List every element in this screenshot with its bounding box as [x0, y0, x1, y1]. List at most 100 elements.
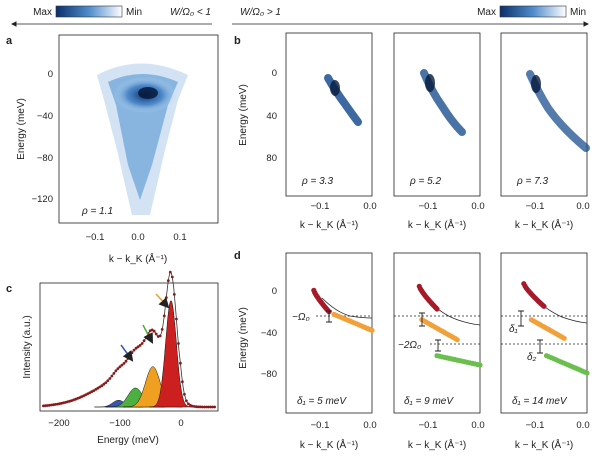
panel-c-data-point	[102, 382, 106, 386]
panel-c-data-point	[144, 335, 148, 339]
panel-c-data-point	[80, 395, 83, 399]
panel-a-annotation: ρ = 1.1	[81, 206, 113, 217]
colorbar-right	[499, 5, 567, 18]
panel-b3-annotation: ρ = 7.3	[516, 176, 548, 187]
panel-c-data-point	[116, 367, 120, 370]
panel-d1-errorbar	[326, 310, 332, 323]
panel-c-data-point	[213, 405, 217, 409]
panel-d-red-point	[434, 306, 440, 312]
panel-a-xtick: −0.1	[86, 232, 105, 243]
panel-c-xlabel: Energy (meV)	[97, 435, 159, 446]
panel-c-data-point	[100, 384, 104, 388]
panel-b1-xtick: −0.1	[311, 201, 330, 212]
panel-c-data-point	[130, 351, 134, 354]
panel-c-data-point	[211, 405, 215, 409]
panel-c-data-point	[108, 377, 112, 380]
colorbar-right-min: Min	[570, 7, 586, 18]
panel-d1-xtick: −0.1	[311, 420, 330, 431]
panel-c-data-point	[118, 365, 122, 369]
panel-d3-xtick: 0.0	[576, 420, 589, 431]
panel-d1-xtick: 0.0	[363, 420, 376, 431]
panel-a-ytick: −40	[37, 111, 53, 122]
panel-c-data-point	[162, 314, 166, 318]
panel-c-data-point	[66, 400, 69, 404]
panel-c-data-point	[98, 385, 102, 389]
panel-d1-omega-label: −Ω₀	[292, 312, 310, 323]
panel-d1-fit	[321, 297, 373, 319]
panel-d3-annotation: δ₁ = 14 meV	[512, 396, 568, 407]
panel-c-ylabel: Intensity (a.u.)	[22, 315, 33, 378]
panel-c-xtick: 0	[178, 418, 183, 429]
panel-b3-xtick: 0.0	[576, 201, 589, 212]
panel-b-ytick: 0	[272, 68, 277, 79]
panel-d-ytick: −80	[261, 369, 277, 380]
panel-a-intensity	[97, 63, 188, 215]
panel-d-orange-point	[369, 327, 375, 333]
panel-b3: ρ = 7.3 −0.1 0.0 k − k_K (Å⁻¹)	[500, 32, 590, 231]
panel-d1: −Ω₀ δ₁ = 5 meV −0.1 0.0 k − k_K (Å⁻¹)	[285, 252, 377, 451]
panel-c-data-point	[138, 344, 142, 347]
panel-c-data-point	[164, 296, 168, 299]
panel-d2-xtick: 0.0	[471, 420, 484, 431]
panel-d-green-point	[584, 370, 590, 376]
panel-c-data-point	[181, 380, 184, 384]
panel-d1-xlabel: k − k_K (Å⁻¹)	[300, 438, 358, 451]
panel-c-data-point	[166, 279, 170, 282]
colorbar-left-max: Max	[33, 7, 52, 18]
panel-b3-xlabel: k − k_K (Å⁻¹)	[515, 218, 573, 231]
panel-d-red-point	[541, 303, 547, 309]
panel-b2-xlabel: k − k_K (Å⁻¹)	[408, 218, 466, 231]
panel-c-data-point	[154, 332, 158, 336]
panel-d2-points	[416, 283, 483, 368]
panel-c-data-point	[92, 389, 96, 392]
panel-d-ytick: −40	[261, 328, 277, 339]
panel-c-data-point	[126, 357, 130, 360]
panel-d1-annotation: δ₁ = 5 meV	[297, 396, 347, 407]
panel-c-data-point	[104, 381, 108, 384]
colorbar-right-max: Max	[477, 7, 496, 18]
panel-d3-points	[521, 281, 590, 376]
panel-c-data-point	[136, 345, 140, 349]
panel-d3: δ₁ δ₂ δ₁ = 14 meV −0.1 0.0 k − k_K (Å⁻¹)	[500, 252, 590, 451]
panel-b2-xtick: −0.1	[419, 201, 438, 212]
panel-c-xtick: −100	[109, 418, 130, 429]
panel-d-orange-point	[561, 335, 567, 341]
panel-c-data-point	[187, 402, 190, 406]
panel-b1-annotation: ρ = 3.3	[301, 176, 333, 187]
panel-c-peak	[149, 300, 193, 408]
panel-label-a: a	[6, 35, 13, 47]
panel-d3-delta2-label: δ₂	[527, 352, 537, 363]
panel-b3-xtick: −0.1	[526, 201, 545, 212]
panel-c-data-point	[207, 405, 211, 409]
panel-c-data-point	[124, 359, 128, 363]
panel-d-orange-point	[454, 337, 460, 343]
panel-c-data-point	[205, 405, 209, 409]
panel-b1-frame	[285, 32, 373, 197]
panel-b-ytick: 40	[266, 111, 277, 122]
panel-a-xtick: 0.1	[173, 232, 186, 243]
panel-a-peak-center	[138, 87, 158, 99]
panel-c-xtick: −200	[48, 418, 69, 429]
panel-c-data-point	[120, 363, 124, 367]
header: Max Min W/Ω₀ < 1 W/Ω₀ > 1 Max Min	[10, 5, 590, 27]
arrow-orange-icon	[155, 293, 170, 309]
panel-c-data-point	[199, 405, 202, 409]
panel-b-ytick: 80	[266, 153, 277, 164]
panel-c-data-point	[140, 342, 144, 345]
panel-c-data-point	[110, 374, 114, 378]
panel-b2: ρ = 5.2 −0.1 0.0 k − k_K (Å⁻¹)	[393, 32, 485, 231]
panel-b: Energy (meV) 0 40 80 ρ = 3.3 −0.1 0.0 k …	[238, 32, 590, 231]
panel-a-ytick: −80	[37, 153, 53, 164]
header-right-label: W/Ω₀ > 1	[240, 7, 281, 18]
panel-b1-xtick: 0.0	[363, 201, 376, 212]
panel-b3-band-core	[531, 75, 541, 93]
panel-c-frame	[39, 282, 219, 412]
panel-b2-band-core	[425, 74, 435, 92]
panel-a-yticks: 0 −40 −80 −120	[32, 69, 53, 205]
panel-label-c: c	[6, 283, 12, 295]
panel-d2-annotation: δ₁ = 9 meV	[404, 396, 454, 407]
panel-b-ylabel: Energy (meV)	[238, 84, 249, 146]
panel-d3-delta1-label: δ₁	[509, 324, 518, 335]
panel-d3-xtick: −0.1	[526, 420, 545, 431]
